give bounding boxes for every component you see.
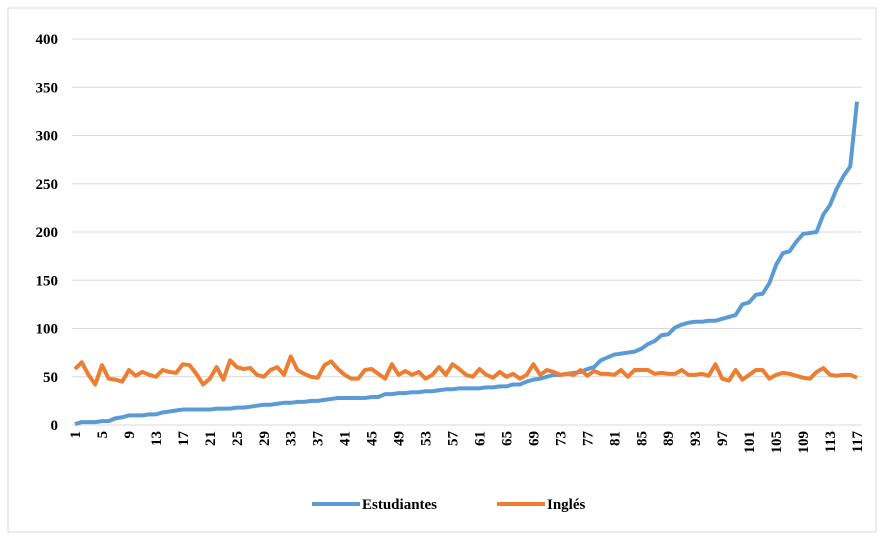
x-tick-label: 105 <box>769 431 785 454</box>
y-tick-label: 100 <box>36 322 59 338</box>
x-tick-label: 45 <box>365 431 381 446</box>
y-tick-label: 300 <box>36 129 59 145</box>
x-tick-label: 101 <box>742 431 758 454</box>
x-tick-label: 69 <box>526 431 542 446</box>
x-tick-label: 57 <box>446 431 462 447</box>
y-tick-label: 350 <box>36 80 59 96</box>
x-tick-label: 25 <box>230 431 246 446</box>
x-tick-label: 21 <box>203 431 219 446</box>
x-tick-label: 1 <box>68 431 84 439</box>
x-tick-label: 9 <box>122 431 138 439</box>
x-tick-label: 97 <box>715 431 731 447</box>
x-tick-label: 17 <box>176 431 192 447</box>
x-tick-label: 93 <box>688 431 704 446</box>
y-tick-label: 200 <box>36 225 59 241</box>
series-line <box>74 101 859 426</box>
x-tick-label: 37 <box>311 431 327 447</box>
chart-border <box>7 7 877 533</box>
legend-label: Inglés <box>547 497 586 513</box>
x-tick-label: 81 <box>607 431 623 446</box>
series-line <box>73 354 858 387</box>
x-tick-label: 5 <box>95 431 111 439</box>
x-tick-label: 41 <box>338 431 354 446</box>
x-tick-label: 89 <box>661 431 677 446</box>
x-tick-label: 13 <box>149 431 165 446</box>
x-tick-label: 65 <box>499 431 515 446</box>
y-tick-label: 400 <box>36 32 59 48</box>
y-tick-label: 150 <box>36 273 59 289</box>
x-tick-label: 73 <box>553 431 569 446</box>
y-tick-label: 0 <box>51 418 59 434</box>
x-tick-label: 49 <box>392 431 408 446</box>
x-tick-label: 61 <box>472 431 488 446</box>
legend-label: Estudiantes <box>362 497 437 513</box>
x-tick-label: 117 <box>850 431 866 453</box>
x-tick-label: 109 <box>796 431 812 454</box>
x-tick-label: 85 <box>634 431 650 446</box>
x-tick-label: 33 <box>284 431 300 446</box>
y-tick-label: 250 <box>36 177 59 193</box>
x-tick-label: 53 <box>419 431 435 446</box>
x-tick-label: 113 <box>823 431 839 453</box>
x-tick-label: 29 <box>257 431 273 446</box>
y-tick-label: 50 <box>43 370 58 386</box>
x-tick-label: 77 <box>580 431 596 447</box>
